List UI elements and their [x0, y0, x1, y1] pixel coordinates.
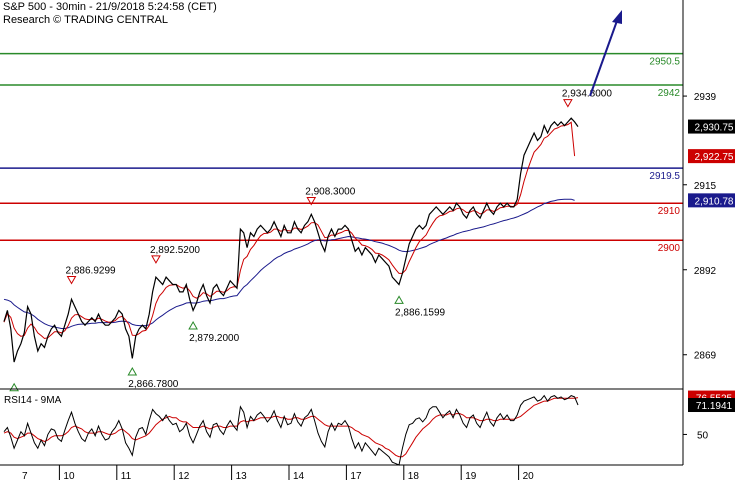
swing-high-label: 2,908.3000	[305, 187, 355, 198]
y-tick-label: 2915	[694, 181, 717, 192]
value-tag-slow	[688, 193, 735, 208]
swing-low-marker	[9, 382, 19, 392]
value-tag-label: 2,930.75	[695, 123, 734, 134]
chart-frame: 2869 2892 2915 2939 2,930.75 2,922.75 2,910.78…	[682, 0, 735, 480]
value-tag-label: 2,922.75	[695, 152, 734, 163]
y-tick-label: 2939	[694, 92, 717, 103]
level-label-2900: 2900	[658, 243, 681, 254]
swing-low-label: 2,886.1599	[395, 307, 445, 318]
ma-fast-line	[3, 121, 576, 340]
price-line	[3, 117, 579, 363]
swing-high-label: 2,934.8000	[562, 89, 612, 100]
x-tick-label: 13	[236, 471, 248, 480]
forecast-arrow-head	[612, 10, 622, 24]
x-tick-label: 17	[350, 471, 362, 480]
swing-high-marker	[563, 99, 573, 108]
rsi-panel[interactable]	[0, 388, 683, 466]
swing-low-label: 2,866.7800	[128, 379, 178, 390]
x-tick-label: 12	[178, 471, 190, 480]
value-tag-label: 2,910.78	[695, 196, 734, 207]
chart-source: Research © TRADING CENTRAL	[3, 14, 168, 26]
swing-low-label: 2,879.2000	[189, 333, 239, 344]
swing-high-marker	[66, 275, 77, 285]
ma-slow-line	[3, 198, 575, 329]
price-panel[interactable]: 2950.5 2942 2919.5 2910 2900 2,886.9299 2,866.…	[0, 10, 683, 392]
rsi-panel-label: RSI14 - 9MA	[4, 395, 62, 406]
chart-title: S&P 500 - 30min - 21/9/2018 5:24:58 (CET…	[3, 1, 217, 13]
rsi-ma-line	[3, 397, 579, 458]
swing-low-marker	[394, 295, 404, 304]
level-label-2919.5: 2919.5	[649, 171, 680, 182]
level-label-2942: 2942	[658, 88, 681, 99]
swing-high-marker	[306, 197, 317, 206]
forecast-arrow	[589, 17, 619, 97]
rsi-line	[3, 394, 579, 466]
level-label-2950.5: 2950.5	[649, 57, 680, 68]
x-axis: 7 10 11 12 13 14 17 18 19 20	[0, 464, 683, 480]
y-tick-label: 2869	[694, 351, 717, 362]
x-tick-label: 18	[408, 471, 420, 480]
x-tick-label: 20	[523, 471, 535, 480]
rsi-y-tick-label: 50	[697, 430, 709, 441]
x-tick-label: 7	[22, 471, 28, 480]
x-tick-label: 19	[465, 471, 477, 480]
x-tick-label: 14	[293, 471, 305, 480]
swing-low-marker	[188, 321, 198, 330]
value-tag-fast	[688, 149, 735, 164]
x-tick-label: 10	[63, 471, 75, 480]
swing-high-label: 2,886.9299	[66, 265, 116, 276]
swing-high-marker	[151, 255, 161, 264]
level-label-2910: 2910	[658, 206, 681, 217]
y-tick-label: 2892	[694, 266, 717, 277]
rsi-value-tag-current	[688, 398, 735, 413]
rsi-value-tag-label: 71.1941	[696, 401, 733, 412]
swing-high-label: 2,892.5200	[150, 245, 200, 256]
swing-low-marker	[127, 366, 138, 376]
value-tag-current	[688, 119, 735, 134]
x-tick-label: 11	[121, 471, 132, 480]
